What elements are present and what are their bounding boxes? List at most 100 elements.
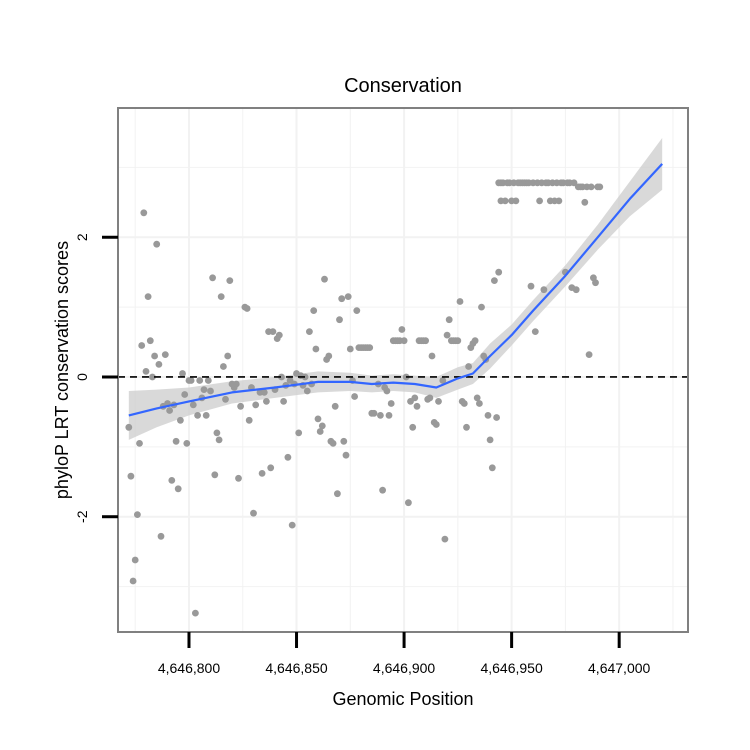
data-point [314, 415, 322, 423]
data-point [172, 437, 180, 445]
data-point [157, 532, 165, 540]
data-point [303, 387, 311, 395]
data-point [432, 421, 440, 428]
gridlines [118, 108, 688, 632]
data-point [377, 412, 384, 419]
data-point [346, 345, 354, 353]
data-point [288, 521, 296, 529]
data-point [306, 328, 313, 335]
data-point [400, 337, 408, 345]
data-point [284, 453, 292, 461]
data-point [592, 279, 599, 287]
data-point [318, 422, 326, 430]
data-point [353, 307, 361, 314]
data-point [211, 471, 219, 479]
data-point [194, 412, 202, 419]
x-axis-label: Genomic Position [332, 689, 473, 709]
data-point [338, 295, 346, 303]
data-point [263, 398, 270, 405]
data-point [310, 307, 318, 314]
smooth-fit-line [128, 163, 664, 417]
x-tick-label: 4,647,000 [588, 660, 650, 676]
data-point [222, 395, 229, 403]
data-point [140, 209, 148, 217]
data-point [280, 398, 287, 405]
data-point [125, 423, 133, 431]
data-point [476, 400, 483, 407]
data-point [224, 352, 232, 360]
data-point [138, 342, 146, 349]
data-point [316, 428, 324, 435]
data-point [411, 394, 419, 402]
data-point [439, 377, 447, 384]
data-point [209, 274, 217, 282]
data-point [155, 361, 163, 368]
data-point [321, 275, 328, 283]
data-point [495, 268, 503, 276]
data-point [267, 464, 275, 472]
data-point [570, 179, 578, 187]
data-point [596, 183, 604, 191]
data-point [460, 400, 468, 407]
data-point [202, 412, 210, 419]
data-point [168, 477, 176, 484]
data-point [478, 303, 485, 311]
data-point [540, 286, 548, 294]
data-point [465, 363, 472, 370]
data-point [531, 328, 539, 335]
data-point [250, 509, 257, 517]
data-point [220, 363, 227, 370]
data-point [512, 197, 520, 205]
data-point [136, 440, 143, 447]
y-axis-label: phyloP LRT conservation scores [52, 241, 72, 499]
data-point [342, 451, 350, 459]
data-point [166, 407, 174, 414]
data-point [258, 470, 266, 477]
data-point [207, 387, 214, 395]
x-tick-label: 4,646,900 [373, 660, 435, 676]
data-point [383, 387, 391, 395]
data-point [301, 373, 309, 381]
data-point [295, 429, 303, 437]
data-point [174, 485, 182, 493]
data-point [484, 412, 492, 419]
x-tick-label: 4,646,800 [158, 660, 220, 676]
data-point [278, 373, 285, 381]
data-point [351, 393, 358, 400]
data-point [366, 344, 374, 351]
data-point [252, 401, 260, 409]
data-point [153, 240, 161, 248]
data-point [187, 377, 195, 384]
data-point [200, 386, 208, 393]
data-point [189, 401, 197, 409]
data-point [585, 351, 593, 358]
data-point [422, 337, 429, 345]
x-tick-label: 4,646,850 [265, 660, 327, 676]
data-point [325, 352, 333, 360]
data-point [204, 377, 212, 384]
data-point [329, 440, 337, 447]
data-point [181, 391, 189, 398]
data-point [527, 282, 535, 290]
data-point [131, 556, 139, 564]
data-point [334, 490, 341, 498]
data-point [435, 398, 442, 405]
data-point [385, 412, 393, 419]
data-point [142, 368, 150, 375]
confidence-band [128, 138, 663, 440]
data-point [144, 293, 152, 300]
data-point [331, 402, 339, 410]
data-point [215, 436, 223, 444]
data-point [428, 352, 436, 360]
data-point [196, 377, 204, 384]
data-point [572, 286, 580, 294]
data-point [493, 414, 500, 421]
data-point [134, 511, 141, 518]
data-point [127, 472, 135, 480]
data-point [370, 409, 378, 417]
y-tick-label: -2 [74, 510, 90, 523]
data-point [177, 416, 184, 424]
data-point [441, 535, 449, 543]
data-point [245, 416, 253, 424]
